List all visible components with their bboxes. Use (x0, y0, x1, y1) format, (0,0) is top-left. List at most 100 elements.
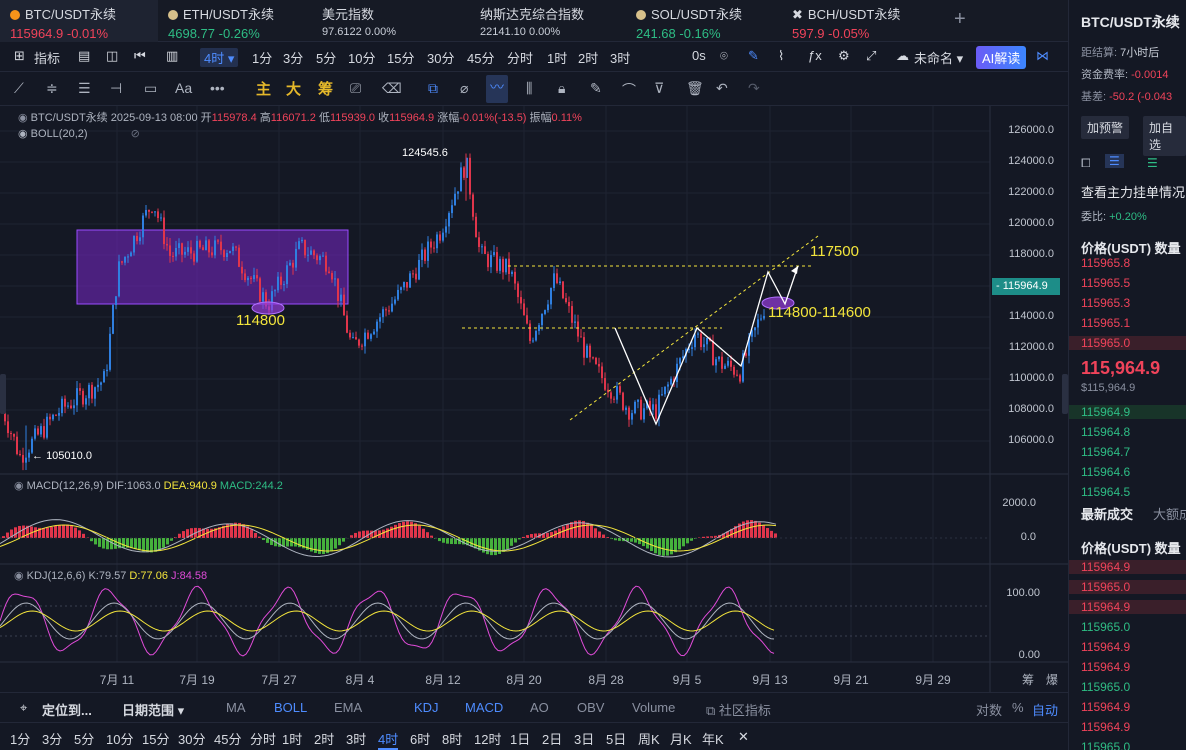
bid-row[interactable]: 115964.8 (1081, 425, 1131, 439)
bottom-interval-button[interactable]: 3分 (42, 732, 63, 747)
chart-type-icon[interactable]: ⌇ (778, 48, 785, 63)
interval-4h-button[interactable]: 4时 ▾ (200, 48, 239, 67)
bottom-interval-button[interactable]: 4时 (378, 729, 399, 750)
interval-button[interactable]: 分时 (507, 51, 534, 66)
bottom-interval-button[interactable]: 1日 (510, 732, 531, 747)
indicator-kdj[interactable]: KDJ (414, 700, 439, 715)
interval-button[interactable]: 1分 (252, 51, 273, 66)
interval-button[interactable]: 10分 (348, 51, 376, 66)
interval-button[interactable]: 5分 (316, 51, 337, 66)
note-icon[interactable]: ✎ (590, 80, 602, 96)
filter-icon[interactable]: ⊽ (654, 80, 665, 96)
bid-row[interactable]: 115964.7 (1081, 445, 1131, 459)
ask-row[interactable]: 115965.3 (1081, 296, 1131, 310)
copy-icon[interactable]: ⧉ (428, 80, 438, 96)
tab-bch[interactable]: ✖ BCH/USDT永续 597.9 -0.05% (782, 0, 932, 42)
text-tool-icon[interactable]: Aa (175, 80, 193, 96)
bottom-interval-button[interactable]: 周K (638, 732, 660, 747)
bottom-interval-button[interactable]: 分时 (250, 732, 277, 747)
bid-row[interactable]: 115964.9 (1069, 405, 1186, 419)
bottom-interval-button[interactable]: 月K (670, 732, 692, 747)
locate-button[interactable]: 定位到... (42, 703, 92, 718)
replay-icon[interactable]: ⏮ (134, 48, 146, 63)
tab-eth[interactable]: ETH/USDT永续 4698.77 -0.26% (158, 0, 308, 42)
add-alert-button[interactable]: 加预警 (1081, 116, 1130, 139)
date-range-dropdown[interactable]: 日期范围 ▾ (122, 703, 185, 718)
hide-icon[interactable]: ⊘ (130, 128, 140, 140)
bottom-interval-button[interactable]: 10分 (106, 732, 134, 747)
percent-scale-toggle[interactable]: % (1012, 700, 1024, 715)
bid-row[interactable]: 115964.6 (1081, 465, 1131, 479)
bottom-interval-button[interactable]: 30分 (178, 732, 206, 747)
tab-nasdaq[interactable]: 纳斯达克综合指数 22141.10 0.00% (470, 0, 620, 42)
orderbook-sell-view-icon[interactable]: ☰ (1147, 156, 1158, 170)
chips-button[interactable]: 筹 (318, 81, 334, 98)
fullscreen-icon[interactable]: ⤢ (866, 48, 877, 63)
log-scale-toggle[interactable]: 对数 (976, 703, 1003, 718)
indicator-ema[interactable]: EMA (334, 700, 363, 715)
close-icon[interactable]: ✕ (738, 729, 749, 744)
ray-tool-icon[interactable]: ⊣ (110, 80, 123, 96)
ai-analysis-button[interactable]: AI解读 (976, 46, 1027, 69)
depth-title[interactable]: 查看主力挂单情况 (1081, 185, 1186, 200)
community-indicators-button[interactable]: ⧉ 社区指标 (706, 703, 771, 718)
add-tab-icon[interactable]: + (954, 8, 966, 30)
indicator-volume[interactable]: Volume (632, 700, 676, 715)
bottom-interval-button[interactable]: 年K (702, 732, 724, 747)
indicator-boll[interactable]: BOLL (274, 700, 308, 715)
interval-button[interactable]: 2时 (578, 51, 599, 66)
big-order-button[interactable]: 大 (286, 81, 302, 98)
fx-icon[interactable]: ƒx (808, 48, 822, 63)
interval-button[interactable]: 1时 (547, 51, 568, 66)
rectangle-tool-icon[interactable]: ▭ (144, 80, 158, 96)
measure-icon[interactable]: ⎚ (350, 80, 362, 96)
chart-svg[interactable] (0, 106, 1068, 692)
layout-name-dropdown[interactable]: 未命名 ▾ (914, 51, 964, 66)
trash-icon[interactable]: 🗑︎ (686, 80, 704, 96)
interval-button[interactable]: 45分 (467, 51, 495, 66)
chips-axis-label[interactable]: 筹 (1022, 673, 1035, 687)
bid-row[interactable]: 115964.5 (1081, 485, 1131, 499)
redo-icon[interactable]: ↷ (748, 80, 760, 96)
path-tool-icon[interactable]: 〰 (486, 75, 508, 103)
bottom-interval-button[interactable]: 3日 (574, 732, 595, 747)
calendar-icon[interactable]: ▤ (78, 48, 91, 63)
eraser-icon[interactable]: ⌫ (382, 80, 402, 96)
bottom-interval-button[interactable]: 6时 (410, 732, 431, 747)
indicators-icon[interactable]: ⊞ (14, 48, 25, 63)
candles-icon[interactable]: ⫼ (526, 80, 533, 96)
tab-dxy[interactable]: 美元指数 97.6122 0.00% (312, 0, 462, 42)
bar-style-icon[interactable]: ▥ (166, 48, 179, 63)
ask-row[interactable]: 115965.5 (1081, 276, 1131, 290)
bottom-interval-button[interactable]: 2日 (542, 732, 563, 747)
indicator-obv[interactable]: OBV (577, 700, 605, 715)
interval-button[interactable]: 3分 (283, 51, 304, 66)
layout-icon[interactable]: ◫ (106, 48, 119, 63)
bottom-interval-button[interactable]: 5分 (74, 732, 95, 747)
bottom-interval-button[interactable]: 5日 (606, 732, 627, 747)
auto-scale-toggle[interactable]: 自动 (1032, 703, 1059, 718)
seconds-button[interactable]: 0s (692, 48, 706, 63)
chart-area[interactable]: ◉ BTC/USDT永续 2025-09-13 08:00 开115978.4 … (0, 106, 1068, 692)
tab-latest-trades[interactable]: 最新成交 (1081, 507, 1134, 522)
interval-button[interactable]: 15分 (387, 51, 415, 66)
undo-icon[interactable]: ↶ (716, 80, 728, 96)
left-collapse-handle[interactable] (0, 374, 6, 414)
bottom-interval-button[interactable]: 1时 (282, 732, 303, 747)
hline-tool-icon[interactable]: ≑ (46, 80, 58, 96)
ask-row[interactable]: 115965.0 (1069, 336, 1186, 350)
indicators-button[interactable]: 指标 (34, 51, 61, 66)
settings-icon[interactable]: ⚙ (838, 48, 850, 63)
bottom-interval-button[interactable]: 15分 (142, 732, 170, 747)
bottom-interval-button[interactable]: 3时 (346, 732, 367, 747)
bottom-interval-button[interactable]: 12时 (474, 732, 502, 747)
ruler-icon[interactable]: ⌀ (460, 80, 469, 96)
trendline-tool-icon[interactable]: ⟋ (14, 80, 24, 96)
indicator-ma[interactable]: MA (226, 700, 246, 715)
pencil-icon[interactable]: ✎ (748, 48, 759, 63)
panel-collapse-handle[interactable] (1062, 374, 1068, 414)
ask-row[interactable]: 115965.8 (1081, 256, 1131, 270)
bottom-interval-button[interactable]: 1分 (10, 732, 31, 747)
interval-button[interactable]: 3时 (610, 51, 631, 66)
tab-btc[interactable]: BTC/USDT永续 115964.9 -0.01% (0, 0, 158, 42)
